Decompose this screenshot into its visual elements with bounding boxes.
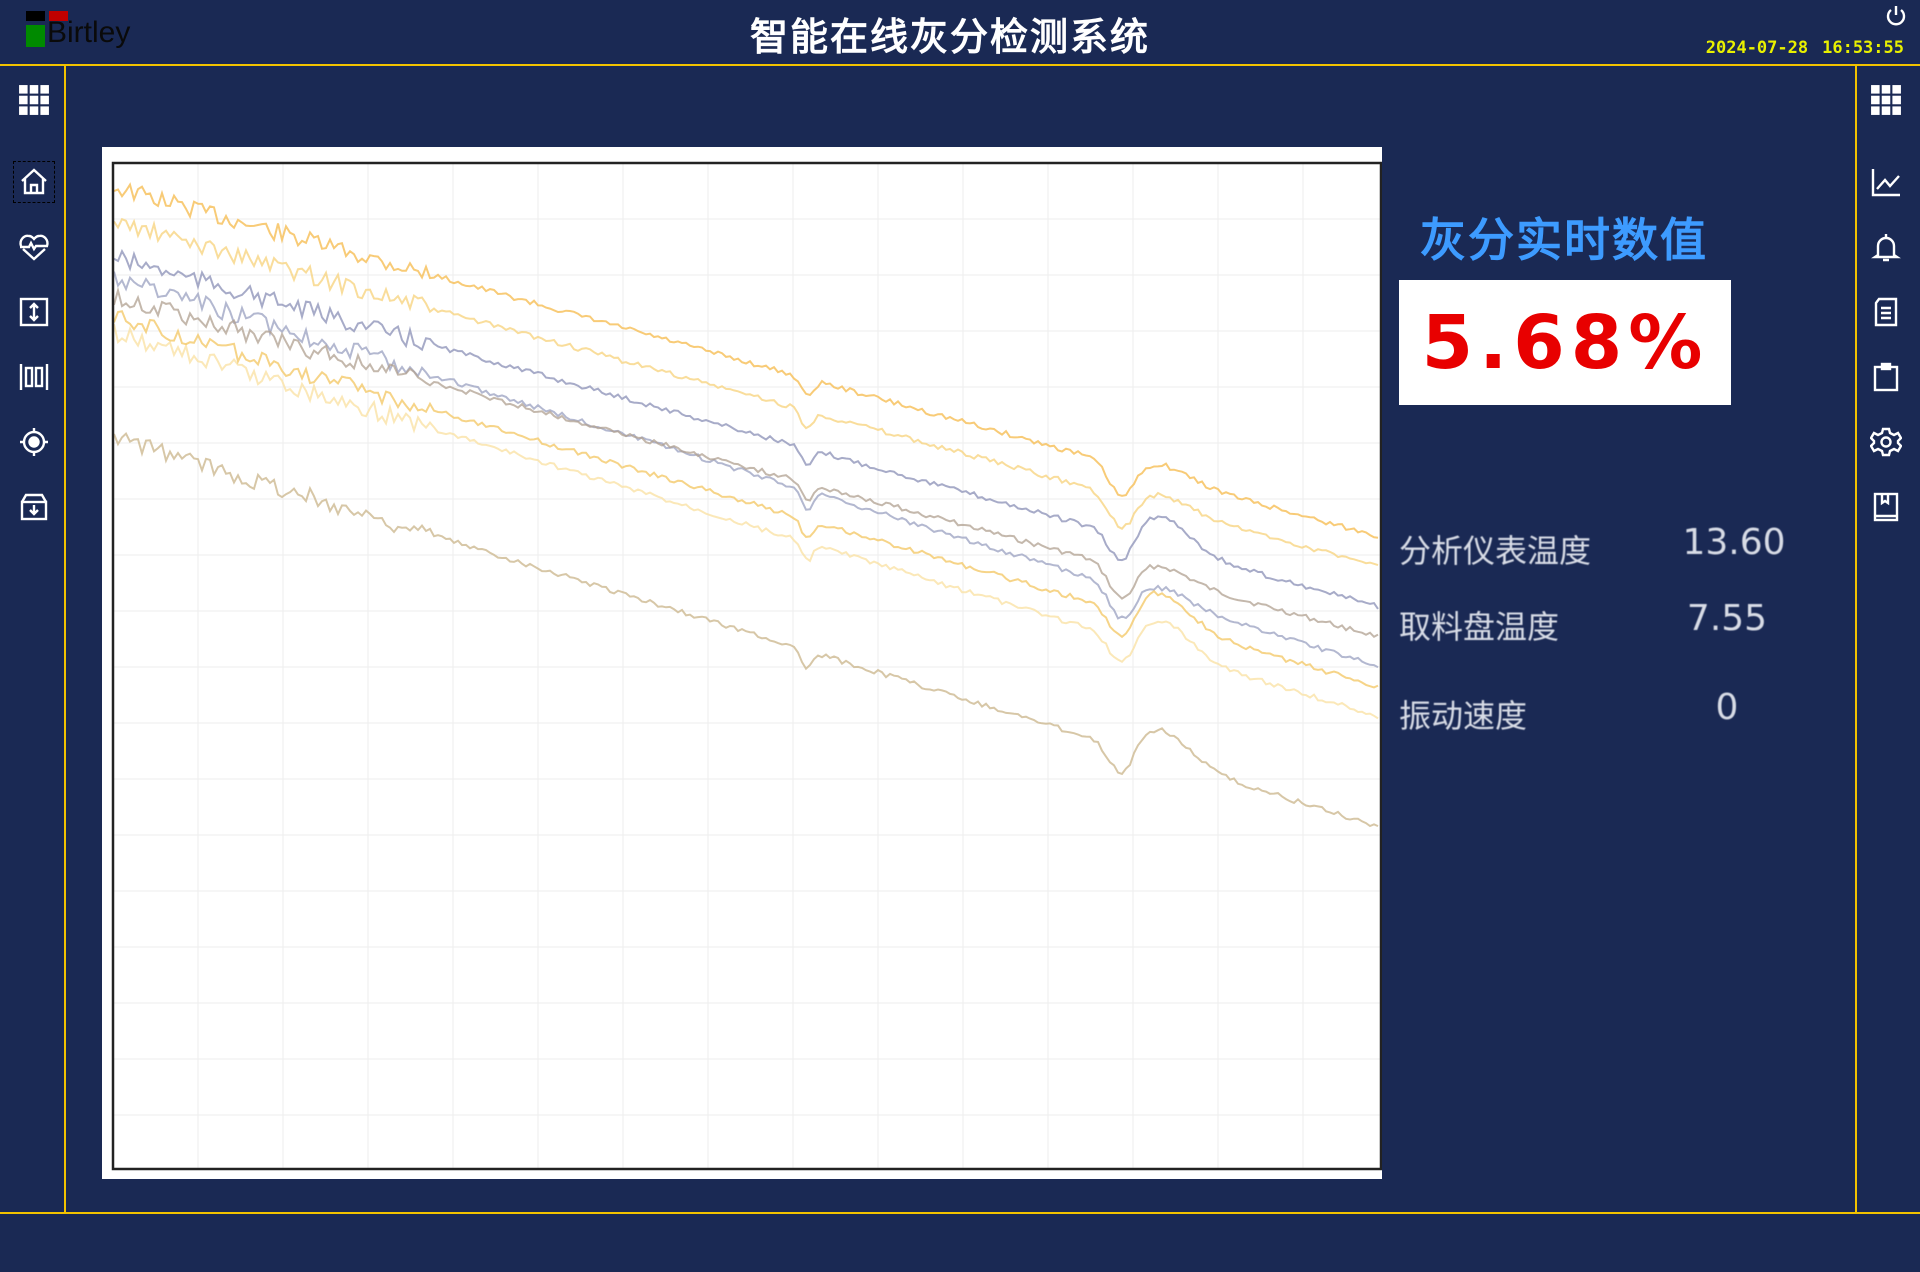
spectrum-series-line [113,286,1379,639]
archive-download-icon[interactable] [16,489,52,525]
right-sidebar-divider [1855,64,1857,1212]
clipboard-icon[interactable] [1868,359,1904,395]
chart-lines [113,182,1379,828]
app-title: 智能在线灰分检测系统 [749,15,1150,59]
ash-value: 5.68% [1421,299,1709,386]
grid-menu-icon[interactable] [16,82,52,118]
spectrum-chart-svg [111,161,1382,1171]
bell-icon[interactable] [1868,229,1904,265]
spectrum-chart [102,147,1382,1179]
barcode-icon[interactable] [16,359,52,395]
line-chart-icon[interactable] [1868,164,1904,200]
left-sidebar-divider [64,64,66,1212]
spectrum-series-line [113,182,1379,539]
spectrum-series-line [113,431,1379,828]
date: 2024-07-28 [1705,38,1809,58]
time: 16:53:55 [1822,38,1904,58]
vibration-speed-label: 振动速度 [1399,697,1528,735]
power-icon[interactable] [1884,4,1908,28]
vibration-speed-value: 0 [1715,687,1739,728]
logo-text: Birtley [47,16,131,49]
grid-menu-icon[interactable] [1868,82,1904,118]
tray-temp-value: 7.55 [1686,598,1768,639]
ash-value-box: 5.68% [1399,280,1731,405]
heart-pulse-icon[interactable] [16,229,52,265]
header-divider [0,64,1920,66]
vertical-resize-icon[interactable] [16,294,52,330]
spectrum-series-line [113,271,1379,669]
footer-divider [0,1212,1920,1214]
realtime-title: 灰分实时数值 [1420,213,1708,267]
spectrum-series-line [113,323,1379,720]
birtley-logo: Birtley [26,10,156,54]
clock: 2024-07-28 16:53:55 [1706,38,1904,58]
analyzer-temp-label: 分析仪表温度 [1399,532,1592,570]
home-icon[interactable] [13,161,55,203]
spectrum-series-line [113,248,1379,610]
book-icon[interactable] [1868,489,1904,525]
tray-temp-label: 取料盘温度 [1399,608,1560,646]
spectrum-series-line [113,310,1379,689]
document-icon[interactable] [1868,294,1904,330]
spectrum-series-line [113,217,1379,567]
analyzer-temp-value: 13.60 [1682,522,1786,563]
target-icon[interactable] [16,424,52,460]
plot-frame [111,161,1382,1171]
gear-icon[interactable] [1868,424,1904,460]
